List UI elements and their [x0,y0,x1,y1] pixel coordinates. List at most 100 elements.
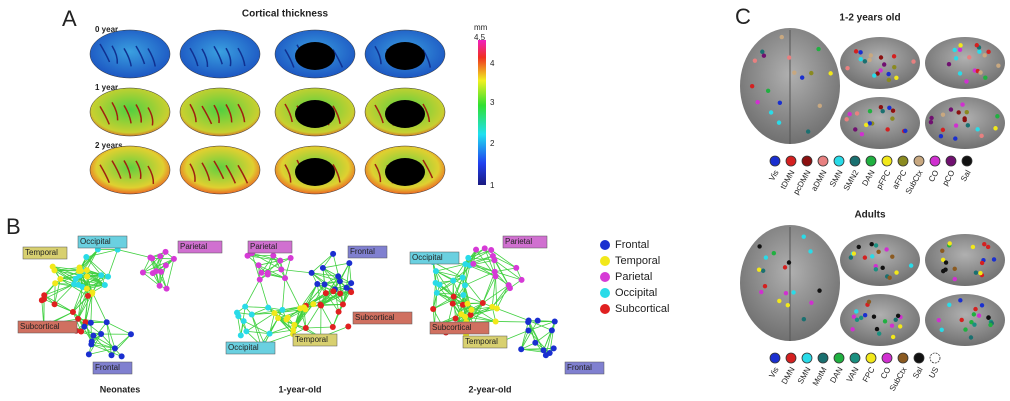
roi [868,53,874,58]
legend-label: Sal [911,365,925,380]
legend-dot [929,352,941,364]
roi [970,244,976,250]
node [430,306,437,313]
roi [892,64,897,70]
node [83,254,90,261]
edge [313,293,341,305]
roi [957,47,963,52]
sulcus [422,159,434,179]
roi [870,254,875,259]
roi [983,75,988,80]
edge [78,276,109,286]
roi [894,75,899,80]
roi [890,334,896,340]
roi [952,266,957,272]
node [83,285,90,292]
roi [862,59,868,64]
roi [993,126,998,131]
sulcus [135,45,146,65]
node [548,327,555,334]
region-label: Temporal [25,248,58,257]
edge [320,304,343,306]
legend-dot [785,352,797,364]
node [318,302,325,309]
edge [54,283,75,305]
roi [873,243,879,248]
legend-label: VAN [845,365,861,383]
roi [858,57,863,62]
roi [953,56,959,61]
legend-label: Frontal [615,239,649,251]
node [170,255,177,262]
node [348,280,355,287]
roi [940,248,945,253]
roi [880,108,885,114]
network-title: 2-year-old [468,384,511,394]
edge [245,306,269,309]
brain-side [925,97,1005,149]
legend-label: pFPC [875,168,893,190]
edge [251,314,265,345]
edge [258,257,291,266]
roi [948,107,954,112]
roi [995,114,1000,119]
roi [953,136,958,141]
brain-surface [179,87,261,137]
legend-label: MotM [811,365,829,387]
region-label-box [564,361,605,375]
roi [805,129,811,134]
roi [991,257,997,262]
roi [940,112,946,117]
roi [974,43,980,48]
roi [958,43,963,48]
edge [142,272,160,287]
roi [890,108,896,113]
node [101,281,108,288]
roi [759,289,764,295]
node [493,305,500,312]
roi [979,133,984,139]
edge [60,278,89,297]
roi [940,257,946,263]
node [87,319,94,326]
legend-label: CO [879,366,893,381]
roi [979,260,985,266]
roi [878,55,884,60]
node [108,352,115,359]
roi [801,234,806,239]
node [525,327,532,334]
roi [952,47,957,53]
roi [808,249,813,254]
roi [908,263,914,268]
edge [251,309,283,315]
edge [251,314,262,346]
node [337,290,344,297]
roi [985,244,991,250]
node [243,328,250,335]
roi [816,46,821,52]
edge [92,292,108,323]
sulcus [111,45,119,64]
legend-label: Sal [959,168,973,183]
edge [470,314,496,322]
node [346,260,353,267]
edge [471,306,493,311]
edge [107,249,119,277]
roi [762,283,768,289]
node [518,346,525,353]
edge [528,320,544,351]
legend-label: SMN2 [842,168,861,192]
node [297,305,304,312]
panel-label: C [735,4,751,29]
edge [549,321,556,354]
edge [86,249,99,271]
roi [979,303,985,308]
sulcus [422,49,432,68]
legend-label: Subcortical [615,303,669,315]
colorbar-unit: mm [474,23,488,32]
legend-label: Vis [767,366,780,380]
roi [975,127,980,132]
node [147,254,154,261]
roi [845,65,850,71]
edge [117,249,151,258]
